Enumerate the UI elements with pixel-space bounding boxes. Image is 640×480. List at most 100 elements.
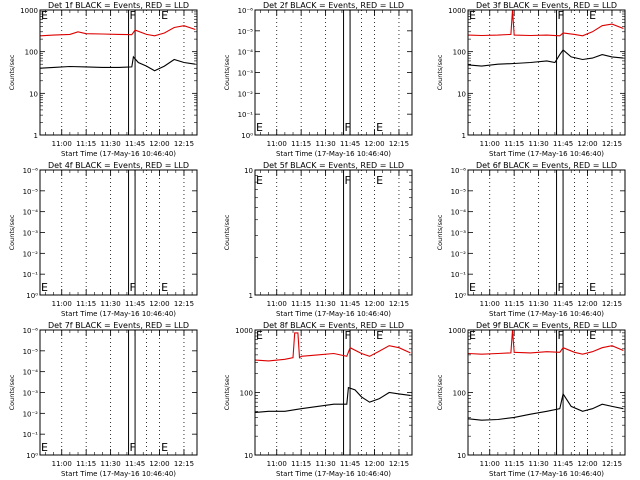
chart-title: Det 1f BLACK = Events, RED = LLD <box>48 1 189 10</box>
plot-frame <box>39 169 198 296</box>
y-axis-label: Counts/sec <box>223 374 231 410</box>
y-tick-label: 10 <box>29 90 38 98</box>
x-tick-label: 12:00 <box>149 140 169 148</box>
x-tick-label: 11:00 <box>480 460 500 468</box>
x-axis-label: Start Time (17-May-16 10:46:40) <box>61 470 176 478</box>
chart-title: Det 4f BLACK = Events, RED = LLD <box>48 161 189 170</box>
event-letter-e: E <box>376 174 383 187</box>
x-tick-label: 12:00 <box>364 140 384 148</box>
x-tick-label: 11:00 <box>480 140 500 148</box>
x-axis-label: Start Time (17-May-16 10:46:40) <box>276 150 391 158</box>
event-letter-e: E <box>41 9 48 22</box>
y-tick-label: 10⁻⁵ <box>23 188 39 196</box>
x-tick-label: 11:45 <box>553 140 573 148</box>
y-axis-label: Counts/sec <box>436 214 444 250</box>
y-tick-label: 1000 <box>448 327 466 335</box>
y-tick-label: 1000 <box>448 7 466 15</box>
event-letter-e: E <box>589 329 596 342</box>
chart-title: Det 8f BLACK = Events, RED = LLD <box>263 321 404 330</box>
x-tick-label: 12:00 <box>364 460 384 468</box>
chart-panel-det3: Det 3f BLACK = Events, RED = LLD Counts/s… <box>436 1 626 158</box>
event-letter-f: F <box>558 281 564 294</box>
x-tick-label: 11:00 <box>480 300 500 308</box>
x-tick-label: 11:00 <box>52 460 72 468</box>
event-letter-e: E <box>161 9 168 22</box>
y-axis-label: Counts/sec <box>223 54 231 90</box>
x-tick-label: 12:00 <box>149 300 169 308</box>
x-tick-label: 12:00 <box>577 300 597 308</box>
chart-panel-det7: Det 7f BLACK = Events, RED = LLD Counts/s… <box>8 321 198 478</box>
x-tick-label: 11:30 <box>101 460 121 468</box>
series-line-lld <box>468 329 624 355</box>
x-tick-label: 11:45 <box>553 300 573 308</box>
y-tick-label: 100 <box>25 49 38 57</box>
x-tick-label: 11:45 <box>340 140 360 148</box>
x-tick-label: 11:00 <box>267 460 287 468</box>
chart-title: Det 3f BLACK = Events, RED = LLD <box>476 1 617 10</box>
chart-panel-det9: Det 9f BLACK = Events, RED = LLD Counts/s… <box>436 321 626 478</box>
plot-frame <box>254 9 413 136</box>
y-tick-label: 100 <box>453 49 466 57</box>
x-tick-label: 11:30 <box>529 140 549 148</box>
x-tick-label: 11:00 <box>267 300 287 308</box>
x-tick-label: 11:30 <box>316 460 336 468</box>
y-tick-label: 1000 <box>235 327 253 335</box>
y-tick-label: 10⁻¹ <box>238 111 254 119</box>
x-tick-label: 12:15 <box>602 460 622 468</box>
x-tick-label: 12:00 <box>577 460 597 468</box>
y-tick-label: 10 <box>457 452 466 460</box>
x-tick-label: 11:15 <box>291 140 311 148</box>
x-tick-label: 11:00 <box>267 140 287 148</box>
y-tick-label: 10⁻⁴ <box>451 209 467 217</box>
event-letter-f: F <box>130 9 136 22</box>
chart-panel-det5: Det 5f BLACK = Events, RED = LLD Counts/s… <box>223 161 413 318</box>
x-tick-label: 11:45 <box>340 300 360 308</box>
x-tick-label: 11:45 <box>125 140 145 148</box>
y-axis-label: Counts/sec <box>8 374 16 410</box>
event-letter-e: E <box>376 121 383 134</box>
y-axis-label: Counts/sec <box>8 54 16 90</box>
series-line-events <box>468 49 624 67</box>
event-letter-f: F <box>130 441 136 454</box>
y-tick-label: 10 <box>244 167 253 175</box>
y-tick-label: 10 <box>457 90 466 98</box>
y-tick-label: 1 <box>249 292 253 300</box>
x-axis-label: Start Time (17-May-16 10:46:40) <box>489 150 604 158</box>
event-letter-e: E <box>256 329 263 342</box>
x-tick-label: 11:00 <box>52 300 72 308</box>
x-tick-label: 12:00 <box>577 140 597 148</box>
series-line-events <box>468 392 624 421</box>
chart-title: Det 7f BLACK = Events, RED = LLD <box>48 321 189 330</box>
y-axis-label: Counts/sec <box>223 214 231 250</box>
plot-frame <box>467 169 626 296</box>
x-axis-label: Start Time (17-May-16 10:46:40) <box>276 310 391 318</box>
x-tick-label: 12:15 <box>602 140 622 148</box>
x-tick-label: 12:15 <box>602 300 622 308</box>
event-letter-f: F <box>130 281 136 294</box>
x-tick-label: 11:30 <box>316 140 336 148</box>
x-axis-label: Start Time (17-May-16 10:46:40) <box>489 310 604 318</box>
y-tick-label: 10⁻² <box>238 90 254 98</box>
y-tick-label: 10⁻³ <box>238 70 254 78</box>
plot-frame <box>39 9 198 136</box>
chart-title: Det 6f BLACK = Events, RED = LLD <box>476 161 617 170</box>
plot-frame <box>254 329 413 456</box>
event-letter-f: F <box>558 9 564 22</box>
y-tick-label: 10⁻¹ <box>23 431 39 439</box>
y-tick-label: 100 <box>240 390 253 398</box>
event-letter-f: F <box>558 329 564 342</box>
y-tick-label: 100 <box>453 390 466 398</box>
event-letter-e: E <box>161 441 168 454</box>
x-tick-label: 12:15 <box>174 140 194 148</box>
y-tick-label: 10⁻¹ <box>23 271 39 279</box>
chart-title: Det 2f BLACK = Events, RED = LLD <box>263 1 404 10</box>
y-tick-label: 1 <box>34 132 38 140</box>
x-tick-label: 11:15 <box>504 460 524 468</box>
series-line-lld <box>255 332 411 362</box>
y-tick-label: 10⁰ <box>454 292 466 300</box>
x-axis-label: Start Time (17-May-16 10:46:40) <box>61 310 176 318</box>
x-tick-label: 12:15 <box>389 300 409 308</box>
y-tick-label: 10⁻² <box>23 410 39 418</box>
y-tick-label: 10⁻¹ <box>451 271 467 279</box>
